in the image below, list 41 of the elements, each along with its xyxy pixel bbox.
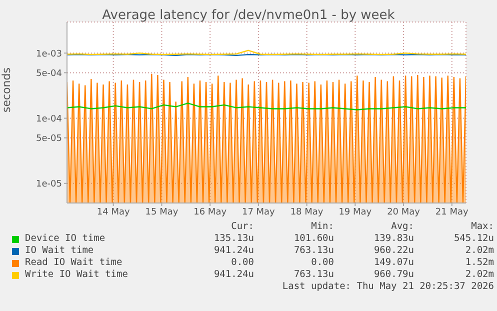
text: 0.00 <box>310 257 334 269</box>
text: 763.13u <box>292 245 334 257</box>
text: 545.12u <box>452 233 494 245</box>
y-tick-label: 1e-05 <box>36 180 62 190</box>
text: 149.07u <box>372 257 414 269</box>
legend-label: Read IO Wait time <box>25 257 122 269</box>
text: 941.24u <box>212 269 254 281</box>
x-tick-label: 18 May <box>290 207 324 218</box>
text: Max: <box>470 221 494 233</box>
y-axis-title: seconds <box>0 67 13 112</box>
text: Cur: <box>230 221 254 233</box>
text: 101.60u <box>292 233 334 245</box>
x-tick-label: 19 May <box>338 207 372 218</box>
x-tick-label: 16 May <box>194 207 228 218</box>
x-tick-label: 17 May <box>242 207 276 218</box>
text: 960.22u <box>372 245 414 257</box>
y-tick-label: 1e-04 <box>36 114 62 124</box>
y-tick-label: 5e-04 <box>36 68 62 79</box>
text: 139.83u <box>372 233 414 245</box>
x-tick-label: 15 May <box>145 207 179 218</box>
text: 763.13u <box>292 269 334 281</box>
text: 0.00 <box>230 257 254 269</box>
x-tick-label: 14 May <box>96 207 130 218</box>
y-tick-label: 5e-05 <box>36 134 62 144</box>
text: 941.24u <box>212 245 254 257</box>
legend-label: Write IO Wait time <box>25 269 128 281</box>
x-tick-label: 20 May <box>387 207 421 218</box>
legend-label: IO Wait time <box>25 245 94 257</box>
chart-title: Average latency for /dev/nvme0n1 - by week <box>101 8 396 23</box>
text: 2.02m <box>464 269 494 281</box>
text: Last update: Thu May 21 20:25:37 2026 <box>281 281 494 293</box>
legend-label: Device IO time <box>25 233 106 245</box>
text: 960.79u <box>373 269 414 281</box>
text: Avg: <box>390 221 414 233</box>
text: Min: <box>310 221 334 233</box>
text: 135.13u <box>212 233 254 245</box>
text: 2.02m <box>464 245 494 257</box>
text: 1.52m <box>464 257 494 269</box>
x-tick-label: 21 May <box>435 207 470 218</box>
y-tick-label: 1e-03 <box>36 49 62 60</box>
line-series <box>67 102 466 110</box>
